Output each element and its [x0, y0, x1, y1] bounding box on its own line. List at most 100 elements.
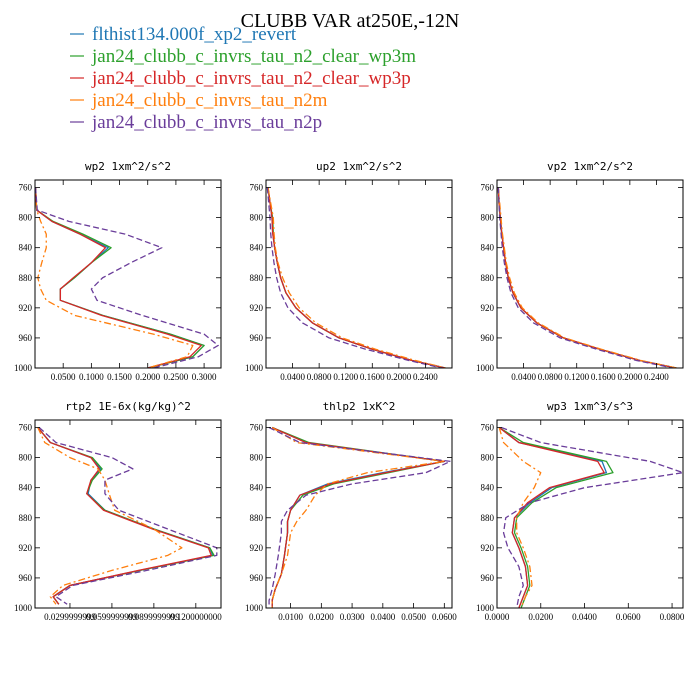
y-tick-label: 840 [250, 243, 264, 253]
x-tick-label: 0.0600 [616, 612, 641, 622]
y-tick-label: 920 [19, 543, 33, 553]
plot-frame [496, 179, 684, 369]
x-tick-label: 0.1200000000 [170, 612, 222, 622]
series-line [267, 187, 446, 368]
series-line [35, 187, 219, 368]
x-tick-label: 0.0800 [538, 372, 563, 382]
x-tick-label: 0.0899999999 [128, 612, 180, 622]
x-tick-label: 0.2000 [617, 372, 642, 382]
legend-label: jan24_clubb_c_invrs_tau_n2_clear_wp3p [91, 68, 411, 89]
series-line [37, 427, 214, 605]
plot-frame [265, 179, 453, 369]
series-line [35, 187, 202, 368]
y-tick-label: 880 [250, 273, 264, 283]
y-tick-label: 800 [481, 453, 495, 463]
x-tick-label: 0.1200 [564, 372, 589, 382]
x-tick-label: 0.0600 [432, 612, 457, 622]
y-tick-label: 960 [481, 333, 495, 343]
series-line [267, 187, 446, 368]
series-line [266, 187, 443, 368]
x-tick-label: 0.0300 [340, 612, 365, 622]
y-tick-label: 840 [481, 483, 495, 493]
x-tick-label: 0.2000 [386, 372, 411, 382]
x-tick-label: 0.3000 [192, 372, 217, 382]
y-tick-label: 800 [250, 213, 264, 223]
y-tick-label: 880 [481, 513, 495, 523]
plot-frame [34, 179, 222, 369]
y-tick-label: 920 [250, 303, 264, 313]
y-tick-label: 840 [19, 483, 33, 493]
x-tick-label: 0.1600 [360, 372, 385, 382]
y-tick-label: 1000 [245, 363, 264, 373]
chart-panel: up2 1xm^2/s^2 760 800 840 880 920 960 1000 0.040… [245, 160, 453, 382]
series-line [268, 426, 452, 608]
y-tick-label: 1000 [476, 603, 495, 613]
panel-title: wp3 1xm^3/s^3 [547, 400, 633, 413]
legend-label: jan24_clubb_c_invrs_tau_n2p [91, 112, 322, 133]
y-tick-label: 1000 [14, 603, 33, 613]
x-tick-label: 0.0400 [572, 612, 597, 622]
panel-title: thlp2 1xK^2 [323, 400, 396, 413]
y-tick-label: 840 [19, 243, 33, 253]
y-tick-label: 960 [250, 573, 264, 583]
x-tick-label: 0.1500 [107, 372, 132, 382]
series-line [498, 427, 542, 608]
y-tick-label: 760 [481, 183, 495, 193]
series-line [267, 187, 446, 368]
plot-frame [265, 419, 453, 609]
x-tick-label: 0.2400 [413, 372, 438, 382]
series-line [267, 187, 446, 368]
series-line [271, 426, 445, 608]
x-tick-label: 0.1000 [79, 372, 104, 382]
legend-label: jan24_clubb_c_invrs_tau_n2_clear_wp3m [91, 46, 416, 67]
y-tick-label: 760 [250, 183, 264, 193]
series-line [271, 426, 445, 608]
x-tick-label: 0.0200 [309, 612, 334, 622]
y-tick-label: 880 [481, 273, 495, 283]
x-tick-label: 0.0500 [401, 612, 426, 622]
chart-panel: thlp2 1xK^2 760 800 840 880 920 960 1000 0.0100 0… [245, 400, 457, 622]
plot-frame [496, 419, 684, 609]
x-tick-label: 0.0400 [280, 372, 305, 382]
y-tick-label: 840 [250, 483, 264, 493]
x-tick-label: 0.1200 [333, 372, 358, 382]
panel-title: vp2 1xm^2/s^2 [547, 160, 633, 173]
x-tick-label: 0.1600 [591, 372, 616, 382]
x-tick-label: 0.2500 [164, 372, 189, 382]
legend-label: flthist134.000f_xp2_revert [92, 24, 297, 45]
panel-title: rtp2 1E-6x(kg/kg)^2 [65, 400, 191, 413]
series-line [271, 426, 445, 608]
legend: flthist134.000f_xp2_revertjan24_clubb_c_… [70, 24, 416, 133]
series-line [497, 187, 677, 368]
figure-title: CLUBB VAR at250E,-12N [241, 10, 460, 32]
x-tick-label: 0.0400 [370, 612, 395, 622]
legend-label: jan24_clubb_c_invrs_tau_n2m [91, 90, 328, 111]
x-tick-label: 0.0299999999 [44, 612, 96, 622]
series-line [38, 427, 218, 605]
y-tick-label: 800 [481, 213, 495, 223]
chart-panel: wp2 1xm^2/s^2 760 800 840 880 920 960 1000 0.050… [14, 160, 222, 382]
y-tick-label: 800 [19, 213, 33, 223]
x-tick-label: 0.0400 [511, 372, 536, 382]
y-tick-label: 760 [481, 423, 495, 433]
y-tick-label: 1000 [14, 363, 33, 373]
series-line [497, 187, 677, 368]
x-tick-label: 0.0800 [660, 612, 685, 622]
series-line [37, 427, 212, 605]
chart-panel: wp3 1xm^3/s^3 760 800 840 880 920 960 10000.000… [476, 400, 685, 622]
panel-title: up2 1xm^2/s^2 [316, 160, 402, 173]
chart-panel: vp2 1xm^2/s^2 760 800 840 880 920 960 1000 0.040… [476, 160, 684, 382]
x-tick-label: 0.0599999999 [86, 612, 138, 622]
y-tick-label: 760 [19, 423, 33, 433]
series-line [271, 426, 445, 608]
x-tick-label: 0.2000 [135, 372, 160, 382]
series-line [498, 427, 605, 608]
y-tick-label: 760 [250, 423, 264, 433]
y-tick-label: 1000 [476, 363, 495, 373]
chart-panel: rtp2 1E-6x(kg/kg)^2 760 800 840 880 920 960 100… [14, 400, 222, 622]
y-tick-label: 880 [19, 513, 33, 523]
x-tick-label: 0.0100 [278, 612, 303, 622]
y-tick-label: 920 [19, 303, 33, 313]
panel-title: wp2 1xm^2/s^2 [85, 160, 171, 173]
